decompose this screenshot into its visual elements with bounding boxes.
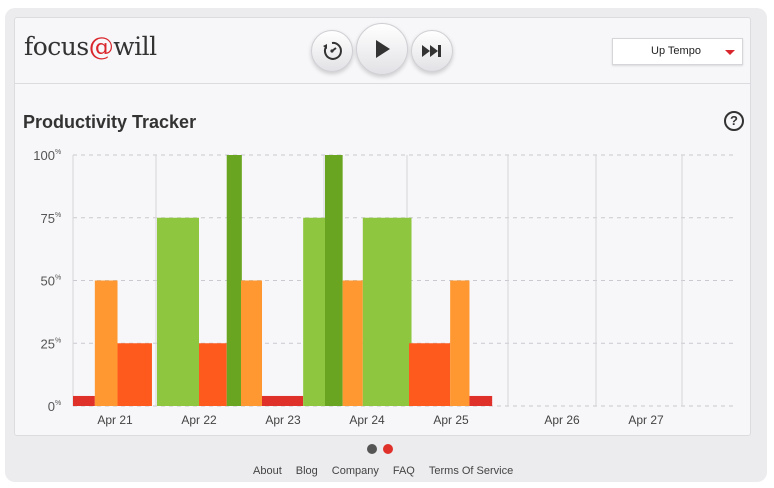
energy-level-button[interactable] — [311, 30, 353, 72]
logo[interactable]: focus@will — [24, 32, 157, 61]
tempo-select-value: Up Tempo — [651, 45, 701, 57]
y-tick-unit: % — [55, 275, 61, 282]
chart-bar — [362, 217, 412, 406]
chart-bar — [469, 395, 493, 406]
x-tick-label: Apr 27 — [628, 413, 664, 427]
chart-bar — [241, 280, 262, 406]
footer-link-blog[interactable]: Blog — [295, 465, 318, 477]
player-bar: focus@will Up Tempo — [15, 18, 750, 84]
x-tick-label: Apr 26 — [544, 413, 580, 427]
y-tick-unit: % — [55, 337, 61, 344]
skip-forward-icon — [422, 45, 441, 57]
chart-bar — [199, 343, 227, 406]
y-tick-unit: % — [55, 149, 61, 156]
productivity-chart: 0 %25 %50 %75 %100 %Apr 21 Apr 22 Apr 23 Apr 24 A… — [33, 148, 735, 427]
chart-bar — [303, 217, 325, 406]
main-card: focus@will Up Tempo Produ — [14, 17, 751, 436]
y-tick-label: 50 — [41, 274, 55, 289]
logo-text-will: will — [113, 32, 157, 61]
y-tick-label: 0 — [48, 399, 55, 414]
y-tick-label: 100 — [33, 148, 55, 163]
skip-button[interactable] — [411, 30, 453, 72]
chart-bar — [226, 155, 242, 406]
y-tick-unit: % — [55, 212, 61, 219]
chart-bar — [157, 217, 199, 406]
x-tick-label: Apr 25 — [433, 413, 469, 427]
page-dot-1[interactable] — [367, 444, 377, 454]
footer-link-company[interactable]: Company — [331, 465, 379, 477]
logo-text-focus: focus — [24, 32, 89, 61]
chart-bar — [342, 280, 363, 406]
x-tick-label: Apr 23 — [265, 413, 301, 427]
y-tick-label: 75 — [41, 211, 55, 226]
gauge-dial-icon — [323, 41, 342, 60]
logo-at-sign: @ — [88, 32, 114, 61]
chart-bar — [325, 155, 343, 406]
x-tick-label: Apr 21 — [97, 413, 133, 427]
chart-bar — [117, 343, 152, 406]
x-tick-label: Apr 22 — [181, 413, 217, 427]
chart-bar — [73, 395, 95, 406]
chart-bar — [450, 280, 470, 406]
footer-link-terms[interactable]: Terms Of Service — [428, 465, 514, 477]
y-tick-label: 25 — [41, 336, 55, 351]
x-tick-label: Apr 24 — [349, 413, 385, 427]
footer-link-faq[interactable]: FAQ — [392, 465, 415, 477]
y-tick-unit: % — [55, 400, 61, 407]
tempo-select[interactable]: Up Tempo — [612, 38, 743, 65]
page-title: Productivity Tracker — [23, 112, 197, 132]
chart-bar — [262, 395, 304, 406]
footer-links: About Blog Company FAQ Terms Of Service — [253, 465, 513, 477]
footer-link-about[interactable]: About — [253, 465, 282, 477]
page-dot-2[interactable] — [383, 444, 393, 454]
page-indicator — [367, 444, 393, 454]
chart-bar — [94, 280, 118, 406]
chevron-down-icon — [725, 50, 735, 55]
play-icon — [376, 40, 390, 58]
help-icon[interactable]: ? — [724, 111, 744, 131]
play-button[interactable] — [356, 23, 408, 75]
chart-bar — [409, 343, 451, 406]
